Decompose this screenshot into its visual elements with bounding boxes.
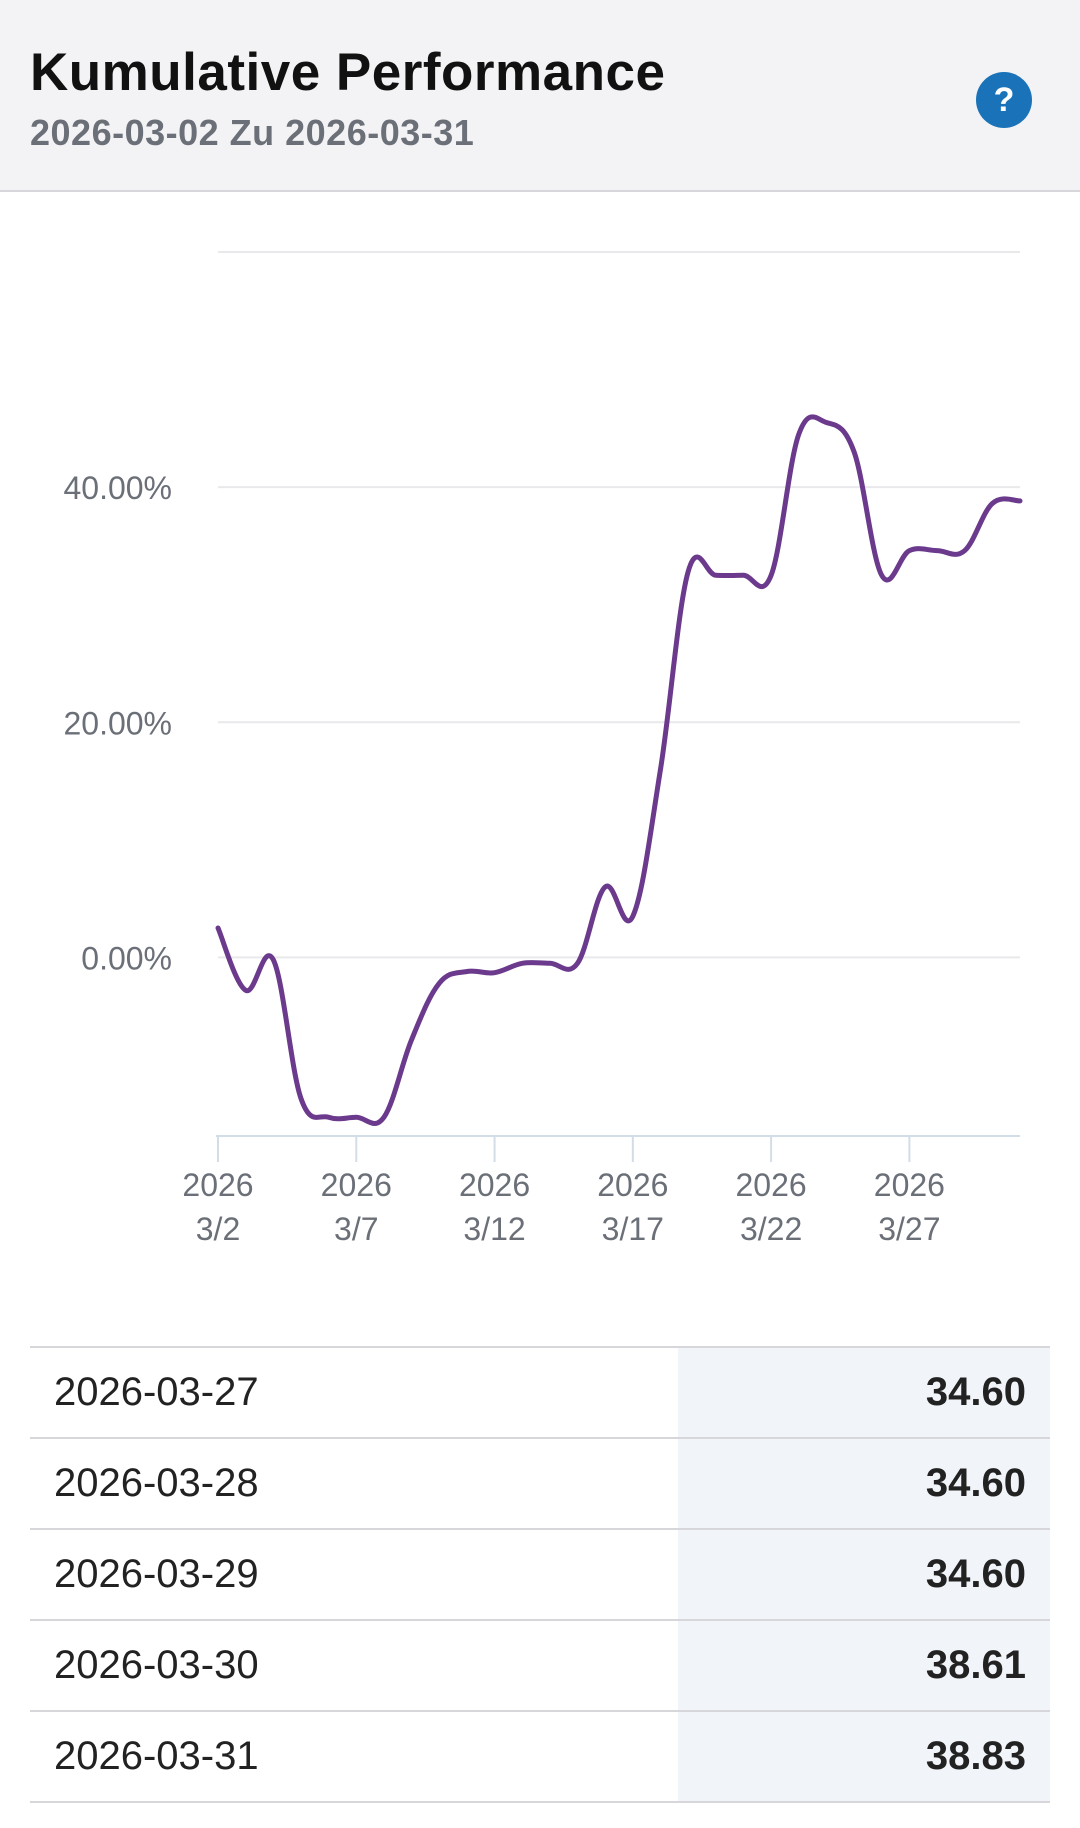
row-value: 34.60 [925,1461,1026,1505]
date-range-subtitle: 2026-03-02 Zu 2026-03-31 [30,112,475,153]
x-tick-year: 2026 [597,1167,668,1203]
x-tick-year: 2026 [736,1167,807,1203]
row-value: 34.60 [925,1552,1026,1596]
x-tick-year: 2026 [182,1167,253,1203]
row-date: 2026-03-29 [54,1552,259,1596]
x-tick-year: 2026 [459,1167,530,1203]
value-cell-background [678,1530,1050,1619]
table-row: 2026-03-30 38.61 [30,1621,1050,1712]
x-tick-year: 2026 [321,1167,392,1203]
y-tick-label: 40.00% [63,470,172,506]
value-cell-background [678,1439,1050,1528]
x-tick-label: 3/7 [334,1211,378,1247]
x-tick-label: 3/22 [740,1211,802,1247]
y-tick-label: 0.00% [81,940,172,976]
table-row: 2026-03-29 34.60 [30,1530,1050,1621]
y-tick-label: 20.00% [63,705,172,741]
row-value: 38.61 [925,1643,1026,1687]
row-value: 38.83 [925,1734,1026,1778]
value-cell-background [678,1348,1050,1437]
performance-table: 2026-03-27 34.60 2026-03-28 34.60 2026-0… [30,1346,1050,1803]
row-date: 2026-03-28 [54,1461,259,1505]
table-row: 2026-03-28 34.60 [30,1439,1050,1530]
performance-chart: 0.00% 20.00% 40.00% 2026 3/2 2026 3/7 2026 3/12 2… [63,251,1023,1247]
help-icon[interactable]: ? [976,72,1032,128]
x-tick-label: 3/2 [196,1211,240,1247]
value-cell-background [678,1712,1050,1801]
value-cell-background [678,1621,1050,1710]
row-date: 2026-03-27 [54,1370,259,1414]
row-date: 2026-03-31 [54,1734,259,1778]
series-line [215,414,1023,1126]
x-tick-year: 2026 [874,1167,945,1203]
x-tick-label: 3/12 [463,1211,525,1247]
row-date: 2026-03-30 [54,1643,259,1687]
header: Kumulative Performance 2026-03-02 Zu 202… [0,0,1080,192]
row-value: 34.60 [925,1370,1026,1414]
table-row: 2026-03-31 38.83 [30,1712,1050,1803]
x-tick-label: 3/27 [878,1211,940,1247]
page-title: Kumulative Performance [30,43,666,102]
x-tick-label: 3/17 [602,1211,664,1247]
table-row: 2026-03-27 34.60 [30,1348,1050,1439]
